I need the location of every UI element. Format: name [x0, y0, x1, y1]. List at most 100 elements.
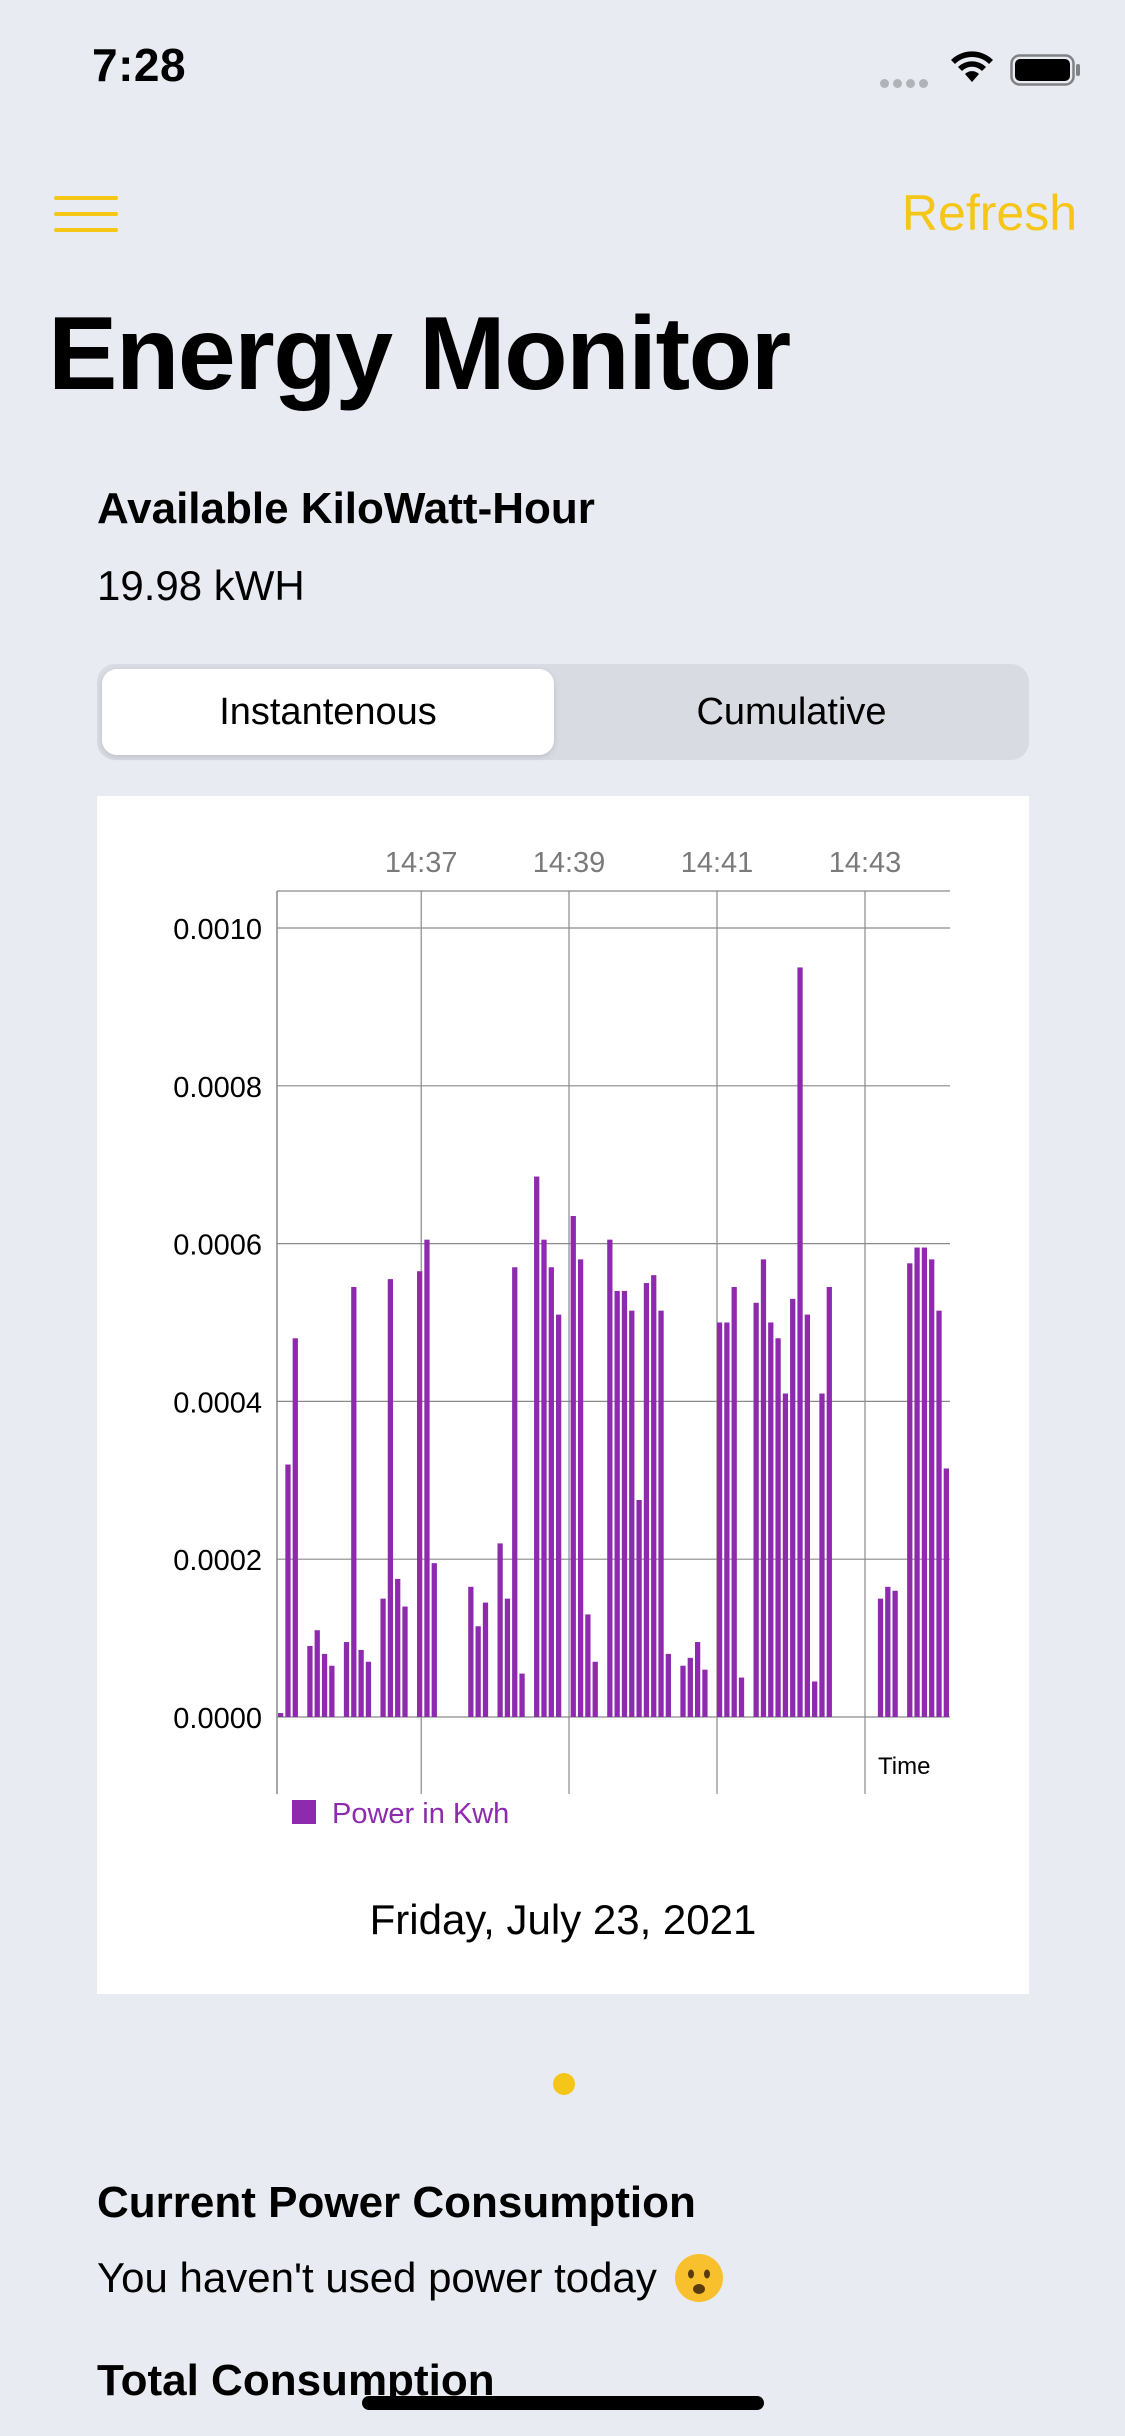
bar — [593, 1662, 598, 1717]
bar — [724, 1323, 729, 1718]
x-axis-title: Time — [878, 1753, 930, 1780]
bar — [329, 1666, 334, 1717]
bar — [790, 1299, 795, 1717]
bar — [505, 1599, 510, 1717]
y-tick-label: 0.0006 — [173, 1230, 262, 1262]
bar — [827, 1287, 832, 1717]
bar — [797, 967, 802, 1717]
y-tick-label: 0.0008 — [173, 1072, 262, 1104]
legend-swatch — [292, 1800, 316, 1824]
bar — [907, 1263, 912, 1717]
y-tick-label: 0.0002 — [173, 1545, 262, 1577]
chart-card: 0.0000 0.0002 0.0004 0.0006 0.0008 0.0010 14:3… — [97, 796, 1029, 1994]
bar — [812, 1681, 817, 1717]
bar — [512, 1267, 517, 1717]
bar — [629, 1311, 634, 1717]
power-bar-chart: 0.0000 0.0002 0.0004 0.0006 0.0008 0.0010 14:3… — [97, 796, 1029, 1876]
home-indicator — [362, 2396, 764, 2410]
bar — [366, 1662, 371, 1717]
battery-icon — [1010, 54, 1082, 86]
mode-segmented-control: Instantenous Cumulative — [97, 664, 1029, 760]
bar — [922, 1248, 927, 1717]
bar — [680, 1666, 685, 1717]
bar — [293, 1338, 298, 1717]
bar — [534, 1177, 539, 1717]
bar — [658, 1311, 663, 1717]
x-tick-label: 14:41 — [681, 847, 754, 879]
bar — [805, 1315, 810, 1717]
bar — [885, 1587, 890, 1717]
status-time: 7:28 — [92, 38, 186, 92]
bar — [519, 1674, 524, 1717]
bar — [432, 1563, 437, 1717]
bar — [307, 1646, 312, 1717]
wifi-icon — [949, 48, 995, 84]
bar — [644, 1283, 649, 1717]
bar — [666, 1654, 671, 1717]
bar — [549, 1267, 554, 1717]
bar — [936, 1311, 941, 1717]
bar — [622, 1291, 627, 1717]
bar — [483, 1603, 488, 1717]
page-indicator-dot[interactable] — [553, 2073, 575, 2095]
bar — [775, 1338, 780, 1717]
bar — [761, 1259, 766, 1717]
bar — [607, 1240, 612, 1717]
bar — [783, 1394, 788, 1717]
bar — [468, 1587, 473, 1717]
bar — [322, 1654, 327, 1717]
frowning-face-icon — [673, 2252, 725, 2304]
bar — [878, 1599, 883, 1717]
y-tick-label: 0.0000 — [173, 1703, 262, 1735]
bar — [893, 1591, 898, 1717]
y-tick-label: 0.0010 — [173, 914, 262, 946]
bar — [541, 1240, 546, 1717]
bar — [636, 1500, 641, 1717]
page-title: Energy Monitor — [48, 295, 790, 414]
bar — [768, 1323, 773, 1718]
available-kwh-value: 19.98 kWH — [97, 562, 305, 610]
bar — [651, 1275, 656, 1717]
bar — [585, 1614, 590, 1717]
refresh-button[interactable]: Refresh — [902, 184, 1077, 242]
bar — [578, 1259, 583, 1717]
bar — [702, 1670, 707, 1717]
bar — [944, 1468, 949, 1717]
x-tick-label: 14:39 — [533, 847, 606, 879]
bar — [388, 1279, 393, 1717]
signal-icon — [880, 75, 932, 93]
y-tick-label: 0.0004 — [173, 1387, 262, 1419]
menu-icon[interactable] — [54, 196, 118, 236]
bar — [351, 1287, 356, 1717]
bar — [615, 1291, 620, 1717]
bar — [695, 1642, 700, 1717]
bar — [344, 1642, 349, 1717]
bar — [424, 1240, 429, 1717]
bar — [739, 1678, 744, 1717]
bar — [358, 1650, 363, 1717]
x-tick-label: 14:37 — [385, 847, 458, 879]
chart-date: Friday, July 23, 2021 — [97, 1896, 1029, 1944]
bar — [402, 1607, 407, 1717]
bar — [688, 1658, 693, 1717]
bar — [819, 1394, 824, 1717]
available-kwh-label: Available KiloWatt-Hour — [97, 484, 595, 534]
bar — [278, 1713, 283, 1717]
x-tick-label: 14:43 — [829, 847, 902, 879]
bar — [914, 1248, 919, 1717]
bar — [380, 1599, 385, 1717]
bar — [754, 1303, 759, 1717]
segment-instantaneous[interactable]: Instantenous — [102, 669, 554, 755]
bar — [476, 1626, 481, 1717]
bar — [571, 1216, 576, 1717]
bar — [732, 1287, 737, 1717]
current-consumption-message: You haven't used power today — [97, 2254, 657, 2302]
segment-cumulative[interactable]: Cumulative — [559, 669, 1024, 755]
bar — [395, 1579, 400, 1717]
bar — [929, 1259, 934, 1717]
bar — [315, 1630, 320, 1717]
current-consumption-title: Current Power Consumption — [97, 2178, 696, 2228]
bar — [717, 1323, 722, 1718]
bar — [285, 1465, 290, 1717]
legend-label: Power in Kwh — [332, 1798, 509, 1830]
